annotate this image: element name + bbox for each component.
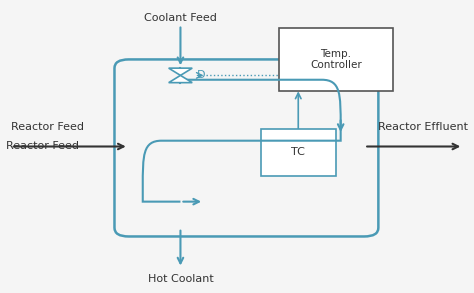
Text: Temp.
Controller: Temp. Controller <box>310 49 362 70</box>
Text: Reactor Feed: Reactor Feed <box>6 142 79 151</box>
Polygon shape <box>169 68 192 75</box>
Text: D: D <box>197 70 205 80</box>
FancyBboxPatch shape <box>279 28 392 91</box>
Text: Reactor Feed: Reactor Feed <box>11 122 84 132</box>
Text: Reactor Effluent: Reactor Effluent <box>378 122 468 132</box>
Polygon shape <box>169 75 192 83</box>
Text: Coolant Feed: Coolant Feed <box>144 13 217 23</box>
Text: Hot Coolant: Hot Coolant <box>147 274 213 284</box>
FancyBboxPatch shape <box>261 129 336 176</box>
Text: TC: TC <box>292 147 305 157</box>
